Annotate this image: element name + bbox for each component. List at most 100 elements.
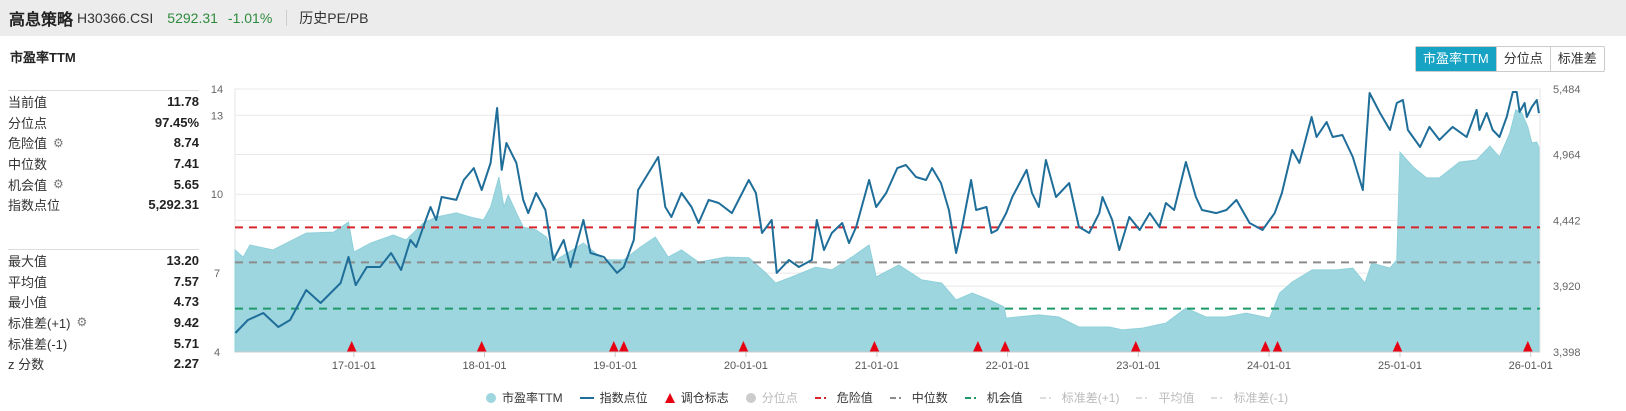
x-tick-label: 25-01-01 <box>1378 360 1422 372</box>
header-bar: 高息策略 H30366.CSI 5292.31 -1.01% 历史PE/PB <box>0 0 1626 36</box>
legend-label: 标准差(+1) <box>1061 391 1120 405</box>
index-line <box>234 91 1540 334</box>
stat-value: 5.65 <box>173 176 199 192</box>
legend-dash-icon <box>889 396 906 399</box>
stat-label-group: 标准差(-1) <box>8 334 67 353</box>
legend-dot-icon <box>486 392 496 403</box>
stat-value: 11.78 <box>167 93 199 109</box>
stat-label: 标准差(+1) <box>8 315 71 331</box>
stat-row: 危险值 ⚙ 8.74 <box>8 132 199 153</box>
gear-icon[interactable]: ⚙ <box>53 177 64 192</box>
legend-dash-icon <box>964 396 981 399</box>
x-tick-label: 26-01-01 <box>1509 360 1553 372</box>
toggle-std-dev[interactable]: 标准差 <box>1549 47 1604 71</box>
rebalance-marker <box>1130 341 1141 352</box>
stat-row: 指数点位 5,292.31 <box>8 194 199 215</box>
stat-label: z 分数 <box>8 357 45 373</box>
stat-label-group: 分位点 <box>8 113 47 132</box>
y-right-tick-label: 4,442 <box>1553 215 1581 227</box>
stat-row: 当前值 11.78 <box>8 91 199 112</box>
chart-legend: 市盈率TTM 指数点位 调仓标志 分位点 危险值 中位数 机会值 标准差(+1) 平均值 标准差(… <box>486 389 1288 406</box>
divider <box>286 10 288 26</box>
stat-label: 中位数 <box>8 156 48 172</box>
rebalance-marker <box>1272 341 1283 352</box>
y-left-tick-label: 10 <box>211 189 223 201</box>
legend-label: 中位数 <box>911 391 948 405</box>
x-tick-label: 24-01-01 <box>1247 360 1291 372</box>
legend-item[interactable]: 标准差(+1) <box>1039 389 1120 406</box>
gear-icon[interactable]: ⚙ <box>53 135 64 150</box>
stat-value: 5.71 <box>173 335 199 351</box>
legend-item[interactable]: 平均值 <box>1136 389 1194 406</box>
stat-label: 分位点 <box>8 115 48 131</box>
stat-label: 最大值 <box>8 253 48 269</box>
stat-label: 标准差(-1) <box>8 336 68 352</box>
legend-item[interactable]: 中位数 <box>889 389 948 406</box>
stat-value: 13.20 <box>166 252 199 268</box>
index-price: 5292.31 <box>167 10 218 26</box>
legend-label: 机会值 <box>986 391 1023 405</box>
gear-icon[interactable]: ⚙ <box>76 315 88 330</box>
stat-label: 最小值 <box>8 295 48 311</box>
rebalance-marker <box>738 341 749 352</box>
legend-item[interactable]: 调仓标志 <box>664 389 729 406</box>
legend-line-icon <box>579 396 594 399</box>
stat-row: 平均值 7.57 <box>8 271 199 292</box>
y-left-tick-label: 14 <box>211 84 223 96</box>
legend-triangle-icon <box>664 392 675 403</box>
rebalance-marker <box>972 341 983 352</box>
stat-label-group: z 分数 <box>8 354 44 373</box>
stat-label-group: 平均值 <box>8 272 47 291</box>
legend-label: 指数点位 <box>599 391 648 405</box>
legend-label: 调仓标志 <box>680 391 729 405</box>
stat-value: 2.27 <box>173 356 199 372</box>
toggle-percentile[interactable]: 分位点 <box>1495 47 1550 71</box>
stat-row: 最大值 13.20 <box>8 250 199 271</box>
pe-ttm-area <box>234 109 1540 353</box>
stat-label-group: 指数点位 <box>8 195 60 214</box>
stat-row: z 分数 2.27 <box>8 353 199 374</box>
stat-row: 分位点 97.45% <box>8 112 199 133</box>
x-tick-label: 17-01-01 <box>332 360 376 372</box>
stat-value: 4.73 <box>173 294 199 310</box>
stat-row: 标准差(-1) 5.71 <box>8 333 199 354</box>
legend-item[interactable]: 指数点位 <box>579 389 648 406</box>
stat-label: 危险值 <box>8 136 48 152</box>
legend-label: 标准差(-1) <box>1233 391 1289 405</box>
legend-label: 危险值 <box>836 391 873 405</box>
legend-item[interactable]: 标准差(-1) <box>1211 389 1288 406</box>
stat-value: 7.41 <box>173 155 199 171</box>
stat-row: 标准差(+1) ⚙ 9.42 <box>8 312 199 333</box>
stat-label-group: 机会值 ⚙ <box>8 175 64 194</box>
legend-dash-icon <box>1136 396 1153 399</box>
stat-label: 平均值 <box>8 274 48 290</box>
y-right-tick-label: 3,920 <box>1553 281 1581 293</box>
stat-value: 5,292.31 <box>148 197 199 213</box>
legend-item[interactable]: 市盈率TTM <box>486 389 563 406</box>
legend-item[interactable]: 分位点 <box>745 389 798 406</box>
stat-value: 8.74 <box>173 135 199 151</box>
legend-item[interactable]: 机会值 <box>964 389 1023 406</box>
legend-dash-icon <box>1039 396 1056 399</box>
x-tick-label: 21-01-01 <box>855 360 899 372</box>
stat-label-group: 最大值 <box>8 251 47 270</box>
legend-item[interactable]: 危险值 <box>814 389 873 406</box>
index-name: 高息策略 <box>9 12 74 29</box>
legend-dash-icon <box>814 396 831 399</box>
stat-row: 中位数 7.41 <box>8 153 199 174</box>
history-pe-pb-link[interactable]: 历史PE/PB <box>299 10 369 26</box>
y-right-tick-label: 3,398 <box>1553 347 1581 359</box>
stat-label: 指数点位 <box>8 198 61 214</box>
x-tick-label: 18-01-01 <box>463 360 507 372</box>
legend-label: 市盈率TTM <box>502 391 563 405</box>
rebalance-marker <box>869 341 880 352</box>
y-right-tick-label: 5,484 <box>1553 84 1581 96</box>
legend-dot-icon <box>745 392 756 403</box>
toggle-pe-ttm[interactable]: 市盈率TTM <box>1416 47 1496 71</box>
rebalance-marker <box>1522 341 1533 352</box>
stat-value: 97.45% <box>154 114 199 130</box>
y-left-tick-label: 13 <box>211 110 223 122</box>
rebalance-marker <box>1000 341 1011 352</box>
stat-label-group: 中位数 <box>8 154 47 173</box>
stat-row: 最小值 4.73 <box>8 291 199 312</box>
